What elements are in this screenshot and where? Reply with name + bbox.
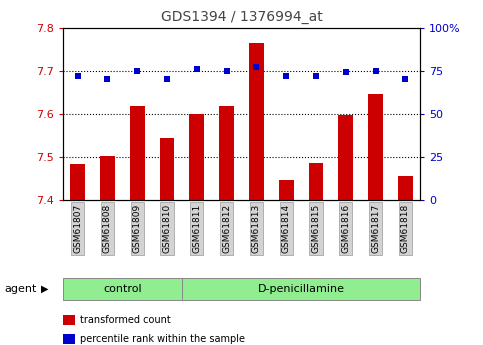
Text: GSM61809: GSM61809 bbox=[133, 204, 142, 253]
Point bbox=[193, 66, 201, 72]
Text: GSM61817: GSM61817 bbox=[371, 204, 380, 253]
Point bbox=[133, 68, 141, 73]
Text: GSM61807: GSM61807 bbox=[73, 204, 82, 253]
Point bbox=[401, 77, 409, 82]
Bar bbox=[309, 164, 324, 200]
Text: agent: agent bbox=[5, 284, 37, 294]
Point bbox=[223, 68, 230, 73]
Text: ▶: ▶ bbox=[41, 284, 49, 294]
Bar bbox=[130, 106, 145, 200]
Text: GSM61814: GSM61814 bbox=[282, 204, 291, 253]
Text: control: control bbox=[103, 284, 142, 294]
Bar bbox=[368, 95, 383, 200]
Text: GSM61811: GSM61811 bbox=[192, 204, 201, 253]
Point bbox=[372, 68, 380, 73]
FancyBboxPatch shape bbox=[182, 278, 420, 300]
Text: GSM61810: GSM61810 bbox=[163, 204, 171, 253]
Bar bbox=[249, 43, 264, 200]
Bar bbox=[279, 180, 294, 200]
Point bbox=[74, 73, 82, 79]
Text: GSM61812: GSM61812 bbox=[222, 204, 231, 253]
Text: GSM61813: GSM61813 bbox=[252, 204, 261, 253]
Bar bbox=[219, 106, 234, 200]
Point bbox=[282, 73, 290, 79]
Point bbox=[163, 77, 171, 82]
Point bbox=[312, 73, 320, 79]
Bar bbox=[159, 138, 174, 200]
Text: GSM61815: GSM61815 bbox=[312, 204, 320, 253]
Text: D-penicillamine: D-penicillamine bbox=[257, 284, 344, 294]
Bar bbox=[100, 156, 115, 200]
Text: GSM61816: GSM61816 bbox=[341, 204, 350, 253]
FancyBboxPatch shape bbox=[63, 278, 182, 300]
Point bbox=[342, 70, 350, 75]
Text: GSM61818: GSM61818 bbox=[401, 204, 410, 253]
Bar bbox=[70, 164, 85, 200]
Bar bbox=[189, 114, 204, 200]
Title: GDS1394 / 1376994_at: GDS1394 / 1376994_at bbox=[161, 10, 322, 24]
Text: transformed count: transformed count bbox=[80, 315, 170, 325]
Point bbox=[104, 77, 112, 82]
Bar bbox=[398, 176, 413, 200]
Point bbox=[253, 65, 260, 70]
Text: percentile rank within the sample: percentile rank within the sample bbox=[80, 334, 245, 344]
Bar bbox=[338, 115, 353, 200]
Text: GSM61808: GSM61808 bbox=[103, 204, 112, 253]
